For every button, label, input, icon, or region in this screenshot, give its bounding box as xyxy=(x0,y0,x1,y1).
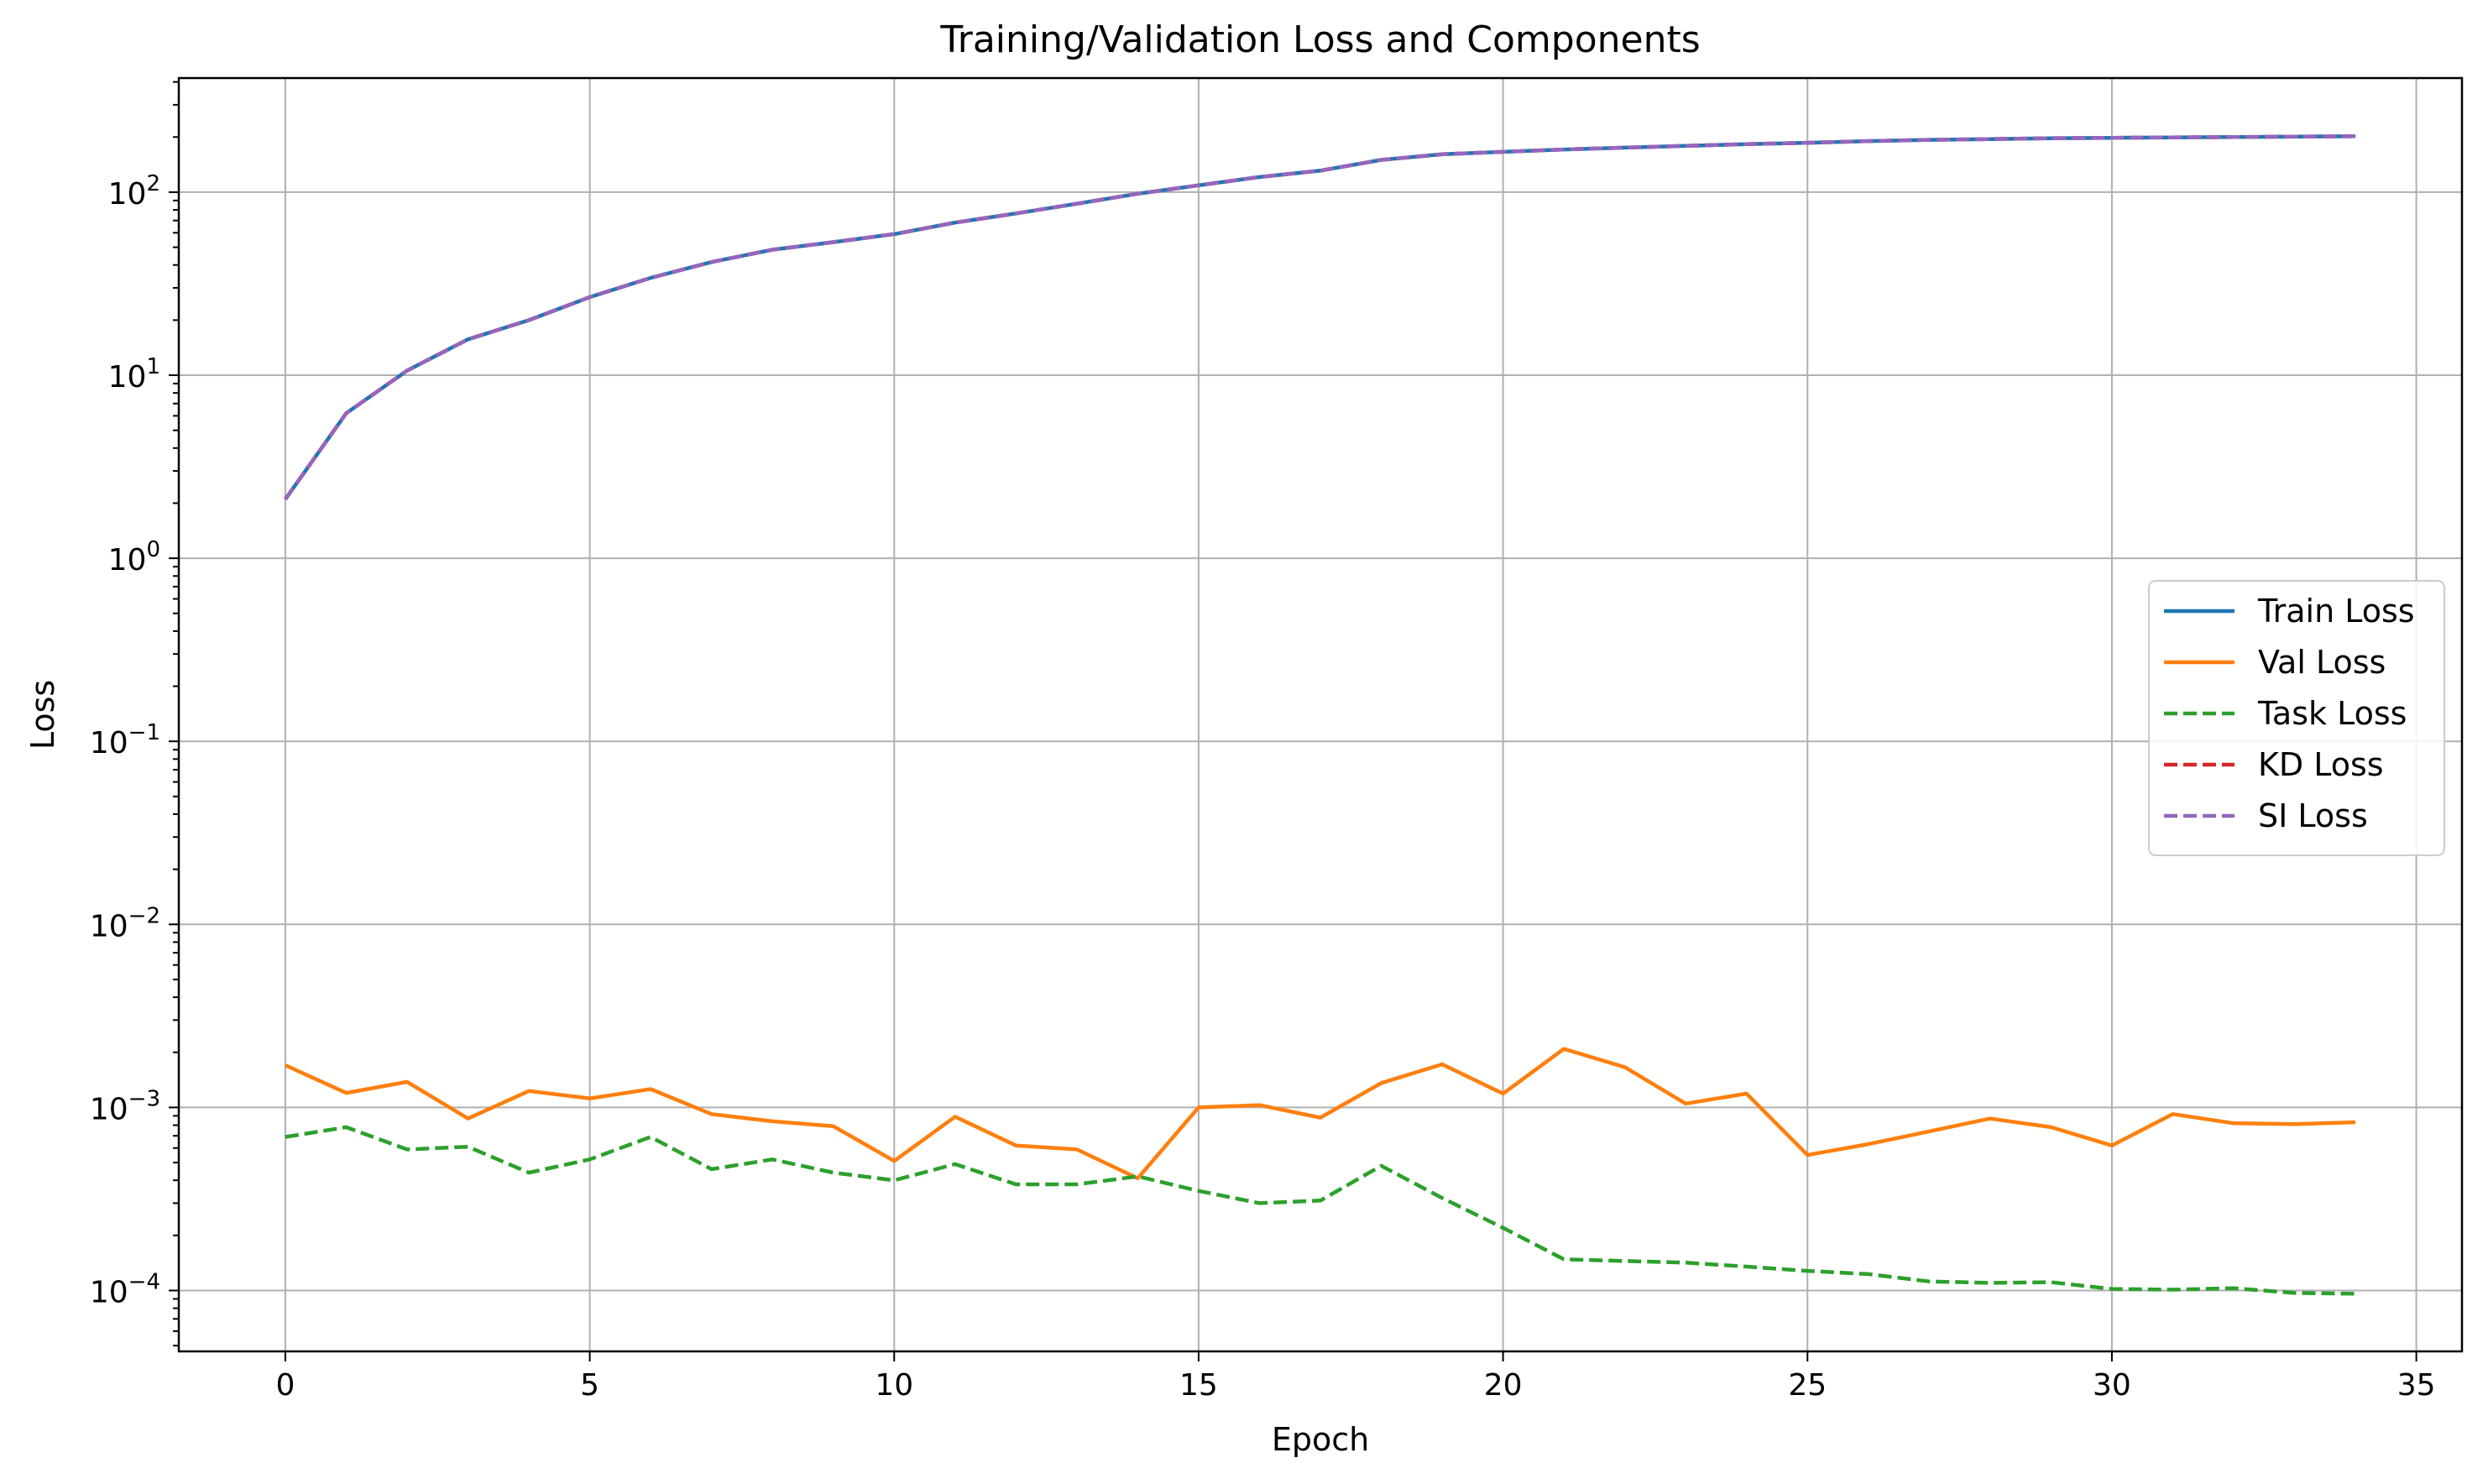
x-tick-label: 20 xyxy=(1484,1368,1523,1403)
series-line-val-loss xyxy=(284,1047,2356,1181)
grid-lines xyxy=(179,78,2462,1351)
legend-label-train-loss: Train Loss xyxy=(2257,593,2415,630)
x-tick-label: 35 xyxy=(2397,1368,2436,1403)
x-axis-label: Epoch xyxy=(1272,1421,1369,1458)
series-line-si-loss xyxy=(284,134,2356,501)
y-tick-label: 10−2 xyxy=(90,903,160,943)
x-tick-label: 5 xyxy=(580,1368,599,1403)
x-tick-label: 25 xyxy=(1788,1368,1827,1403)
y-tick-label: 102 xyxy=(108,171,160,212)
y-tick-label: 10−3 xyxy=(90,1086,160,1126)
legend-label-val-loss: Val Loss xyxy=(2258,644,2386,681)
y-tick-label: 101 xyxy=(108,354,160,395)
y-tick-label: 10−1 xyxy=(90,720,160,760)
series-line-task-loss xyxy=(285,1125,2356,1296)
y-axis-label: Loss xyxy=(24,680,61,750)
plot-frame xyxy=(177,76,2464,1353)
y-tick-label: 10−4 xyxy=(90,1269,160,1309)
x-tick-label: 15 xyxy=(1179,1368,1218,1403)
legend-label-task-loss: Task Loss xyxy=(2257,695,2407,732)
x-tick-label: 10 xyxy=(875,1368,913,1403)
series-lines xyxy=(284,134,2356,1296)
x-axis-ticks: 0 5 10 15 20 25 30 35 xyxy=(275,1351,2436,1403)
chart-title: Training/Validation Loss and Components xyxy=(939,18,1700,61)
legend-label-kd-loss: KD Loss xyxy=(2258,746,2384,783)
x-tick-label: 0 xyxy=(275,1368,295,1403)
y-axis-ticks: 10−4 10−3 10−2 10−1 100 101 102 xyxy=(90,171,179,1309)
y-tick-label: 100 xyxy=(108,537,160,577)
x-tick-label: 30 xyxy=(2093,1368,2131,1403)
legend-label-si-loss: SI Loss xyxy=(2258,797,2368,834)
legend-box xyxy=(2148,580,2445,856)
legend: Train Loss Val Loss Task Loss KD Loss SI Los… xyxy=(2148,580,2445,856)
